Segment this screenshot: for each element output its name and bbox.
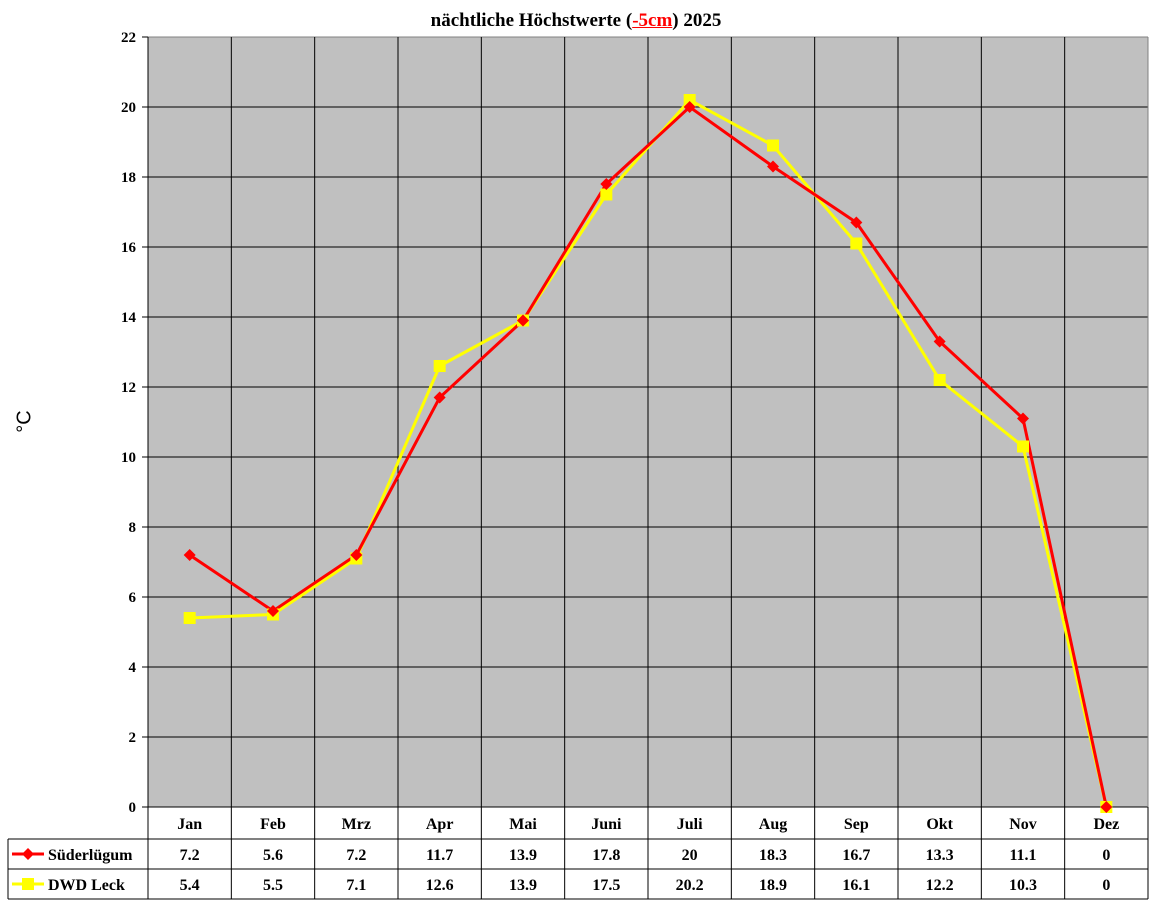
x-category-label: Jan: [177, 816, 202, 833]
y-tick-label: 14: [121, 310, 137, 326]
y-tick-label: 12: [121, 380, 136, 396]
y-tick-label: 6: [129, 590, 137, 606]
table-cell-value: 17.5: [592, 877, 620, 894]
x-category-label: Okt: [926, 816, 953, 833]
table-cell-value: 18.9: [759, 877, 787, 894]
y-tick-label: 8: [129, 520, 137, 536]
y-tick-label: 2: [129, 730, 137, 746]
data-marker-diamond: [850, 216, 863, 229]
plot-area: [147, 36, 1149, 808]
table-cell-value: 16.7: [842, 847, 870, 864]
x-category-label: Dez: [1093, 816, 1119, 833]
series-line-suederluegum: [188, 105, 1108, 808]
x-category-label: Aug: [759, 816, 787, 833]
y-tick-label: 10: [121, 450, 136, 466]
chart-title: nächtliche Höchstwerte (-5cm) 2025: [0, 10, 1152, 32]
table-cell-value: 12.6: [426, 877, 454, 894]
data-marker-square: [767, 139, 779, 152]
table-cell-value: 12.2: [926, 877, 954, 894]
x-category-label: Juni: [591, 816, 622, 833]
y-tick-label: 0: [129, 800, 137, 816]
legend-label: DWD Leck: [48, 877, 125, 894]
table-cell-value: 13.9: [509, 847, 537, 864]
data-marker-diamond: [517, 314, 529, 327]
y-tick-label: 20: [121, 100, 136, 116]
data-marker-square: [600, 188, 613, 201]
x-category-label: Sep: [844, 816, 869, 833]
y-tick-label: 4: [129, 660, 137, 676]
table-cell-value: 17.8: [592, 847, 620, 864]
y-axis: 0 2 4 6 8 10 12 14 16 18 20 22: [121, 30, 148, 816]
data-marker-diamond: [433, 391, 446, 404]
series-lines: [183, 94, 1113, 813]
data-marker-square: [933, 374, 946, 386]
data-marker-diamond: [267, 605, 279, 617]
x-category-label: Juli: [677, 816, 703, 833]
data-marker-square: [1017, 440, 1029, 453]
data-marker-square: [850, 237, 863, 250]
title-year: ) 2025: [672, 10, 722, 31]
x-category-label: Mrz: [342, 816, 371, 833]
data-marker-diamond: [1100, 801, 1113, 813]
table-cell-value: 0: [1102, 847, 1110, 864]
table-cell-value: 5.5: [263, 877, 283, 894]
table-cell-value: 0: [1102, 877, 1110, 894]
table-cell-value: 10.3: [1009, 877, 1037, 894]
table-cell-value: 20: [682, 847, 698, 864]
data-marker-diamond: [683, 101, 696, 113]
data-table: Jan Feb Mrz Apr Mai Juni Juli Aug Sep Okt Nov Dez Sü…: [7, 807, 1149, 900]
data-marker-diamond: [933, 335, 946, 348]
table-cell-value: 7.1: [346, 877, 366, 894]
table-cell-value: 20.2: [676, 877, 704, 894]
data-marker-square: [683, 94, 696, 106]
y-tick-label: 16: [121, 240, 137, 256]
x-category-label: Feb: [260, 816, 286, 833]
table-cell-value: 13.9: [509, 877, 537, 894]
table-cell-value: 7.2: [180, 847, 200, 864]
data-marker-diamond: [183, 549, 196, 561]
table-cell-value: 16.1: [842, 877, 870, 894]
table-cell-value: 11.7: [426, 847, 453, 864]
table-cell-value: 5.6: [263, 847, 283, 864]
y-tick-label: 22: [121, 30, 136, 46]
table-cell-value: 11.1: [1009, 847, 1036, 864]
data-marker-diamond: [350, 549, 363, 561]
table-cell-value: 5.4: [180, 877, 200, 894]
data-marker-diamond: [600, 178, 613, 190]
legend-square-icon: [22, 878, 34, 890]
table-cell-value: 18.3: [759, 847, 787, 864]
x-category-label: Apr: [426, 816, 454, 833]
data-marker-diamond: [767, 160, 779, 173]
data-marker-square: [183, 612, 196, 624]
x-category-label: Nov: [1009, 816, 1037, 833]
data-marker-diamond: [1017, 412, 1029, 425]
y-tick-label: 18: [121, 170, 136, 186]
title-depth: -5cm: [632, 10, 673, 31]
title-text: nächtliche Höchstwerte (: [430, 10, 633, 31]
table-cell-value: 13.3: [926, 847, 954, 864]
x-category-label: Mai: [509, 816, 537, 833]
legend-label: Süderlügum: [48, 847, 133, 864]
data-marker-square: [433, 360, 446, 372]
legend-diamond-icon: [22, 848, 34, 860]
table-cell-value: 7.2: [346, 847, 366, 864]
